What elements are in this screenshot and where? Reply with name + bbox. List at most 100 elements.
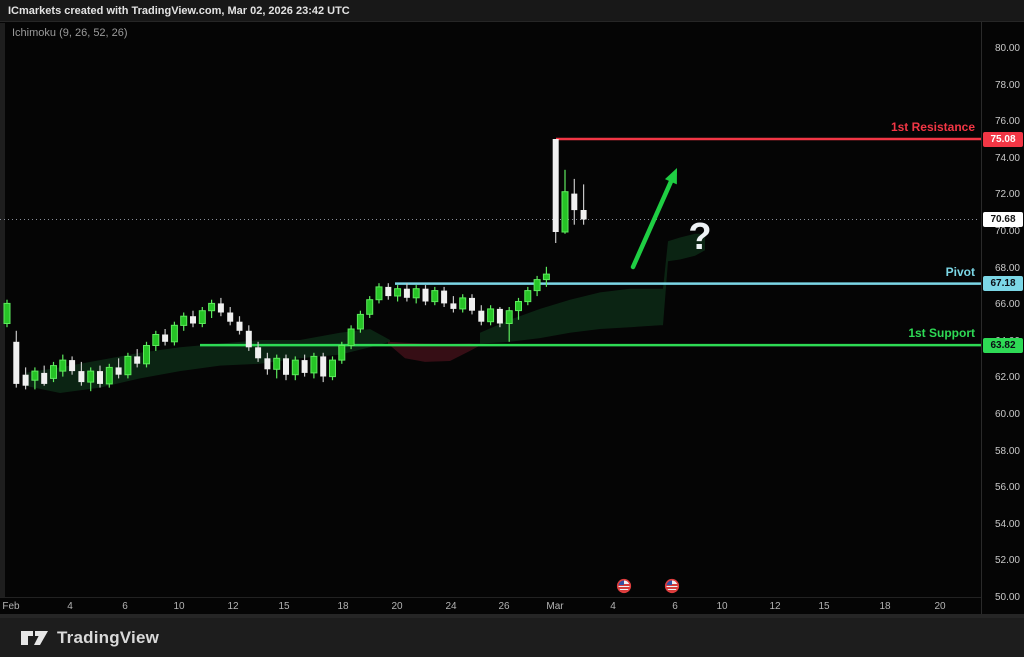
candle-body — [227, 312, 234, 322]
candle-body — [347, 328, 355, 346]
time-tick: 18 — [337, 601, 349, 612]
time-tick: 6 — [122, 601, 128, 612]
time-tick: 20 — [391, 601, 403, 612]
tradingview-logo-text: TradingView — [57, 627, 160, 647]
ichimoku-cloud-bull — [480, 233, 705, 344]
candle-body — [190, 316, 196, 324]
level-label-1st-resistance: 1st Resistance — [890, 120, 975, 135]
question-mark-annotation[interactable]: ? — [688, 216, 711, 258]
candle-body — [143, 345, 150, 365]
price-tick: 58.00 — [994, 445, 1020, 457]
candle-body — [255, 347, 262, 359]
candle-body — [50, 365, 57, 379]
tradingview-logo-icon — [21, 630, 48, 645]
time-tick: 4 — [610, 601, 616, 612]
candle-body — [320, 356, 327, 377]
candle-body — [496, 308, 503, 324]
candle-body — [329, 359, 336, 378]
candle-body — [273, 357, 281, 370]
up-arrow-head — [664, 168, 677, 185]
candle-body — [180, 315, 188, 326]
price-tick: 78.00 — [994, 79, 1020, 91]
candle-body — [394, 288, 402, 297]
time-tick: 26 — [498, 601, 510, 612]
time-axis[interactable]: Feb 4 6 10 12 15 18 20 24 26 Mar 4 6 10 12 15 18 20 — [0, 597, 981, 615]
price-tick: 62.00 — [994, 372, 1020, 384]
price-tick: 70.00 — [994, 226, 1020, 237]
candle-body — [441, 290, 448, 304]
candle-body — [152, 334, 160, 346]
time-tick: 15 — [818, 601, 830, 612]
time-tick: 10 — [716, 601, 728, 612]
level-label-pivot: Pivot — [945, 264, 975, 279]
candle-body — [170, 324, 178, 343]
candle-body — [283, 358, 289, 375]
candle-body — [524, 290, 532, 303]
candle-body — [208, 302, 216, 312]
candle-body — [78, 371, 85, 383]
price-tick: 68.00 — [994, 262, 1020, 274]
candle-body — [69, 360, 76, 372]
footer-bar: TradingView — [0, 618, 1024, 657]
candle-body — [97, 371, 103, 384]
candle-body — [478, 310, 485, 322]
time-tick: 4 — [67, 601, 73, 612]
tradingview-logo[interactable]: TradingView — [20, 627, 159, 649]
candle-body — [13, 341, 20, 384]
candle-body — [533, 279, 541, 292]
price-tick: 54.00 — [994, 518, 1020, 530]
candle-body — [356, 313, 364, 330]
candle-body — [385, 286, 392, 297]
watermark-text: ICmarkets created with TradingView.com, … — [8, 5, 350, 17]
candle-body — [217, 303, 224, 313]
time-tick: 20 — [934, 601, 946, 612]
candle-body — [3, 302, 11, 324]
us-economic-event-icon[interactable] — [616, 578, 632, 594]
candle-body — [505, 310, 513, 325]
indicator-label: Ichimoku (9, 26, 52, 26) — [12, 27, 128, 39]
candle-body — [338, 345, 346, 361]
price-tick: 60.00 — [994, 409, 1020, 420]
candle-body — [291, 359, 299, 376]
candle-body — [22, 374, 29, 386]
time-tick: 24 — [445, 601, 457, 612]
us-economic-event-icon[interactable] — [664, 578, 680, 594]
time-tick: 12 — [227, 601, 239, 612]
time-tick: 15 — [278, 601, 290, 612]
candle-body — [198, 310, 206, 325]
price-tick: 66.00 — [994, 299, 1020, 311]
candle-body — [366, 299, 374, 315]
candle-body — [422, 288, 429, 302]
candle-body — [87, 370, 95, 383]
candle-body — [301, 360, 308, 373]
time-tick: 12 — [769, 601, 781, 612]
candle-body — [552, 139, 559, 232]
candle-body — [487, 308, 495, 323]
price-badge-pivot: 67.18 — [983, 276, 1023, 292]
time-tick: 6 — [672, 601, 678, 612]
candle-body — [105, 366, 113, 385]
candle-body — [580, 210, 587, 220]
candle-body — [31, 370, 39, 381]
candle-body — [469, 297, 475, 311]
candle-body — [571, 193, 578, 211]
price-tick: 80.00 — [994, 43, 1020, 54]
price-tick: 72.00 — [994, 189, 1020, 201]
candle-body — [450, 303, 457, 309]
candle-body — [245, 330, 252, 348]
candle-body — [561, 191, 569, 233]
up-arrow[interactable] — [630, 179, 674, 270]
time-tick: 18 — [879, 601, 891, 612]
time-tick: Mar — [546, 601, 564, 612]
candle-body — [264, 358, 271, 370]
price-tick: 74.00 — [994, 152, 1020, 164]
pane-separator — [0, 614, 1024, 618]
ichimoku-cloud-bear — [388, 341, 480, 362]
price-axis[interactable]: 80.00 78.00 76.00 74.00 72.00 70.00 68.00 66.00… — [981, 22, 1024, 614]
candle-body — [515, 301, 522, 312]
time-tick: 10 — [173, 601, 185, 612]
price-tick: 50.00 — [994, 592, 1020, 603]
candle-body — [134, 356, 141, 364]
